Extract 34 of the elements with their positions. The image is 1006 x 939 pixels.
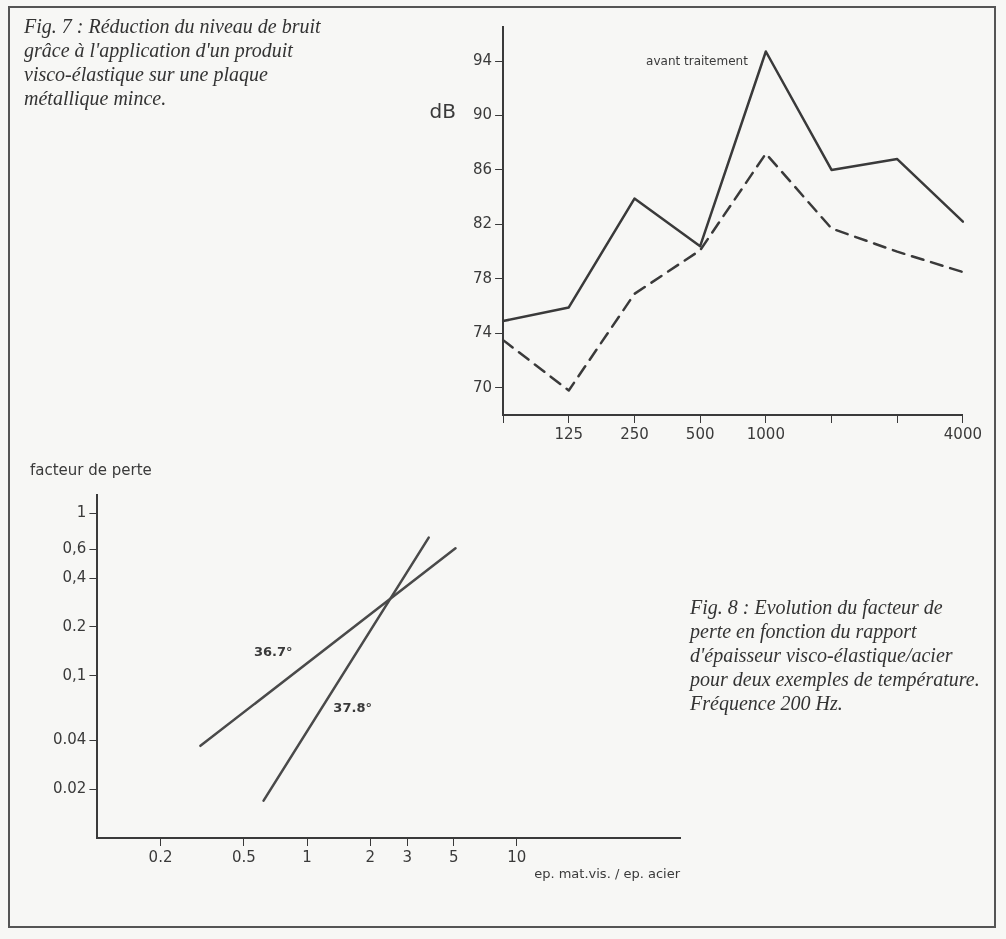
x-tick-label: 250	[620, 424, 649, 443]
y-tick-label: 90	[472, 105, 493, 124]
y-tick-label: 0.04	[52, 730, 87, 749]
y-tick-label: 94	[472, 50, 493, 69]
x-tick-label: 0.5	[232, 847, 256, 866]
y-tick-label: 70	[472, 377, 493, 396]
caption: Fig. 8 : Evolution du facteur de perte en fonction du rapport d'épaisseur visco-élastique/acier pour deux exemples de température. Fréquence 200 Hz.	[690, 595, 981, 715]
y-tick-label: 82	[472, 214, 493, 233]
series-label: 37.8°	[333, 699, 372, 715]
x-tick-label: 1000	[746, 424, 785, 443]
x-tick-label: 125	[554, 424, 584, 443]
x-tick-label: 4000	[943, 424, 983, 443]
series-label: 36.7°	[253, 644, 293, 660]
y-axis-title: dB	[429, 98, 456, 123]
x-tick-label: 10	[507, 847, 527, 866]
x-tick-label: 5	[448, 847, 459, 866]
annotation: avant traitement	[646, 53, 749, 68]
y-tick-label: 78	[472, 268, 493, 287]
x-tick-label: 1	[302, 847, 312, 866]
y-tick-label: 0,4	[62, 567, 87, 586]
caption: Fig. 7 : Réduction du niveau de bruit grâce à l'application d'un produit visco-élastique sur une plaque métallique mince.	[24, 14, 322, 110]
y-tick-label: 0.02	[52, 779, 87, 798]
x-tick-label: 3	[402, 847, 412, 866]
y-tick-label: 0.2	[62, 616, 87, 635]
x-tick-label: 500	[685, 424, 715, 443]
y-tick-label: 0,1	[62, 665, 87, 684]
x-tick-label: 2	[365, 847, 376, 866]
y-tick-label: 0,6	[62, 539, 87, 558]
y-tick-label: 86	[472, 159, 493, 178]
y-tick-label: 1	[76, 503, 87, 522]
y-axis-title: facteur de perte	[30, 461, 152, 480]
x-tick-label: 0.2	[148, 847, 173, 866]
y-tick-label: 74	[472, 323, 493, 342]
x-axis-title: ep. mat.vis. / ep. acier	[534, 865, 681, 881]
